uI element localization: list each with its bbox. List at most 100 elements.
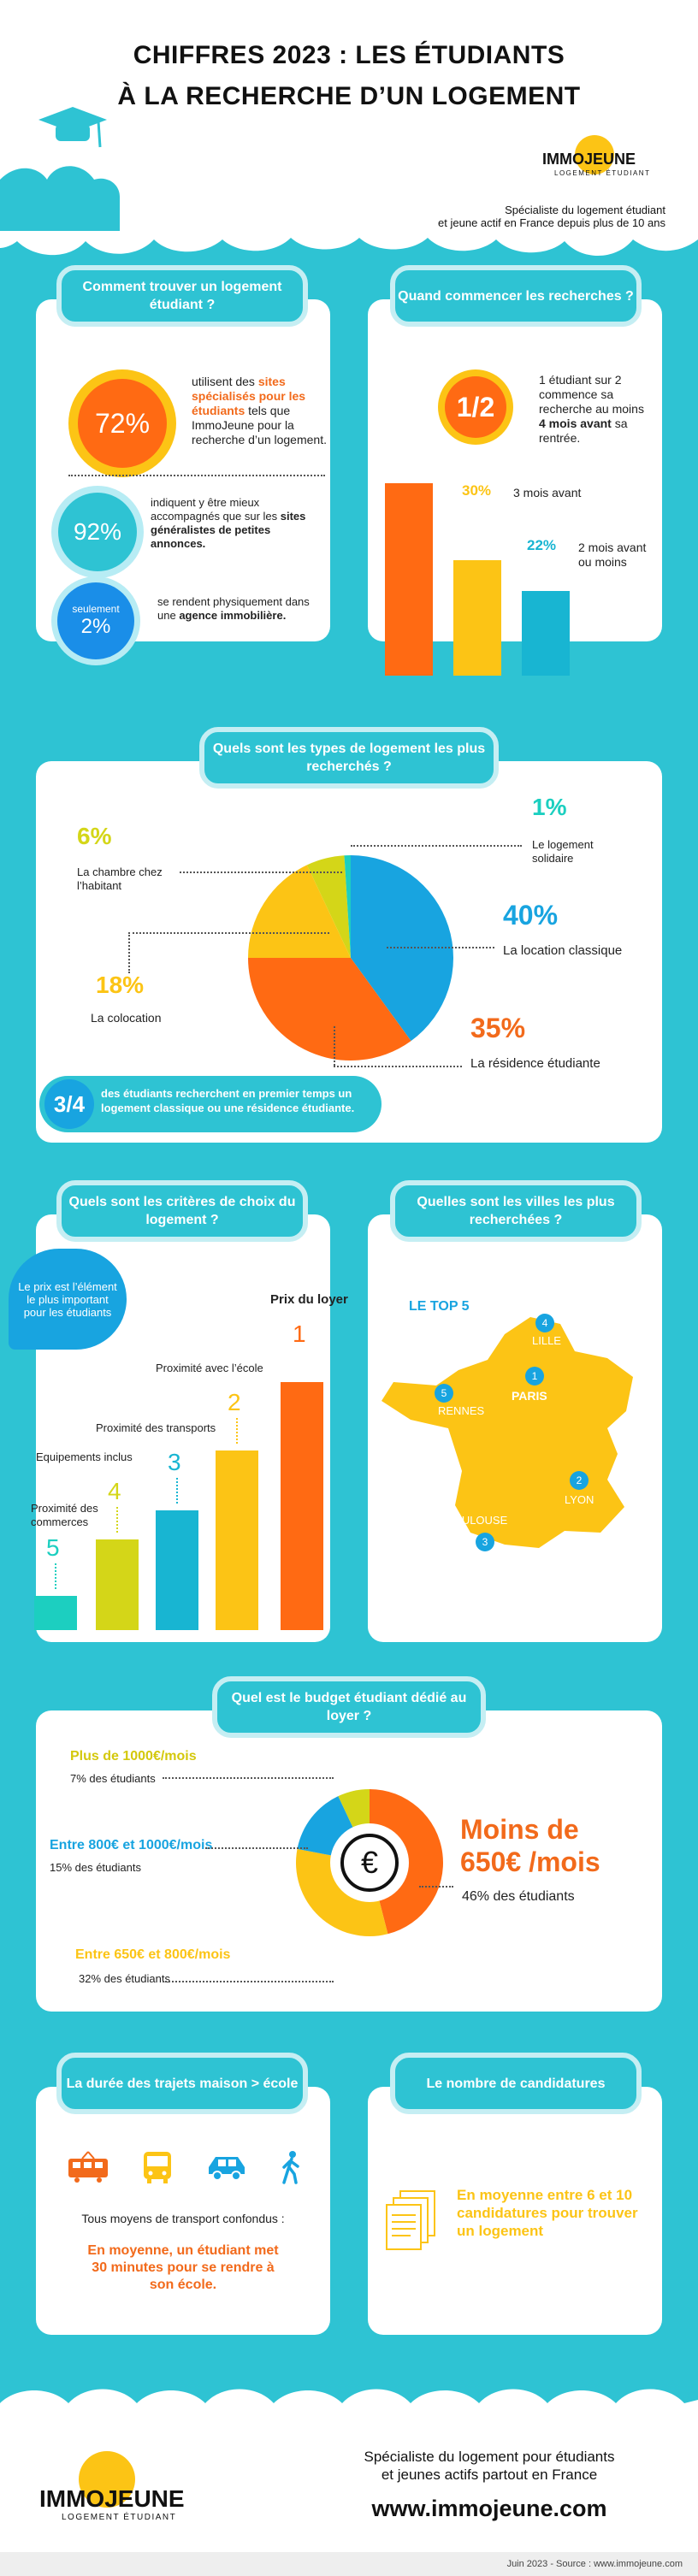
banner-value: 3/4 [44,1079,94,1129]
criteria-bar-5 [34,1596,77,1630]
footer: IMMOJEUNE LOGEMENT ÉTUDIANT Spécialiste … [0,2389,698,2576]
label-classique: La location classique [503,943,623,958]
label-residence: La résidence étudiante [470,1056,600,1071]
bar-3-months [453,560,501,676]
cloud-edge-footer [0,2389,698,2429]
leader-colocation [128,932,329,934]
euro-icon: € [340,1834,399,1892]
stat-text-92: indiquent y être mieux accompagnés que s… [151,496,306,550]
leader-residence [334,1066,462,1067]
title-line-2: À LA RECHERCHE D’UN LOGEMENT [117,82,581,110]
criteria-bar-4 [96,1539,139,1630]
criteria-arrow-4 [116,1507,118,1533]
leader-classique [387,947,494,948]
slice-chambre [306,855,351,958]
criteria-bar-2 [216,1450,258,1630]
budget-3-range: Entre 650€ et 800€/mois [75,1947,231,1962]
title-line-1: CHIFFRES 2023 : LES ÉTUDIANTS [133,41,565,69]
footer-url[interactable]: www.immojeune.com [371,2496,607,2521]
label-chambre: La chambre chez l’habitant [77,866,163,892]
criteria-rank-1: 1 [293,1320,306,1347]
city-toulouse: TOULOUSE [447,1514,508,1527]
half-text: 1 étudiant sur 2 commence sa recherche a… [539,373,644,445]
city-marker-3: 3 [476,1533,494,1551]
budget-4-range: Moins de 650€ /mois [460,1814,600,1877]
criteria-bar-3 [156,1510,198,1630]
criteria-arrow-3 [176,1478,178,1504]
criteria-label-5: Proximité des commerces [31,1502,98,1528]
hero-header: CHIFFRES 2023 : LES ÉTUDIANTS À LA RECHE… [0,0,698,282]
apps-result: En moyenne entre 6 et 10 candidatures po… [457,2187,638,2239]
brand-logo: IMMOJEUNE LOGEMENT ÉTUDIANT [542,135,671,186]
banner-3-4: 3/4 des étudiants recherchent en premier… [39,1076,382,1132]
stat-circle-92: 92% [51,486,144,578]
budget-2-range: Entre 800€ et 1000€/mois [50,1838,213,1852]
leader-residence-v [334,1026,335,1066]
criteria-arrow-2 [236,1418,238,1444]
label-colocation: La colocation [91,1011,162,1025]
pct-colocation: 18% [96,972,145,998]
footer-tagline: Spécialiste du logement pour étudiants e… [364,2449,615,2483]
label-3-months: 3 mois avant [513,486,582,499]
city-rennes: RENNES [438,1404,485,1417]
card-title-commute: La durée des trajets maison > école [56,2053,308,2114]
criteria-bar-1 [281,1382,323,1630]
pct-chambre: 6% [77,823,112,849]
car-icon [209,2157,245,2181]
pie-housing-types [248,855,454,1061]
criteria-rank-3: 3 [168,1449,181,1475]
card-title-criteria: Quels sont les critères de choix du loge… [56,1180,308,1242]
budget-2-pct: 15% des étudiants [50,1861,141,1874]
criteria-arrow-5 [55,1563,56,1589]
label-22: 22% [527,537,557,553]
leader-colocation-v [128,932,130,973]
city-lyon: LYON [565,1493,594,1506]
leader-chambre [180,871,342,873]
card-title-cities: Quelles sont les villes les plus recherc… [390,1180,642,1242]
pct-residence: 35% [470,1013,526,1043]
budget-4-pct: 46% des étudiants [462,1889,575,1904]
stat-circle-72: 72% [68,369,176,477]
budget-1-pct: 7% des étudiants [70,1772,156,1785]
label-2-months: 2 mois avant ou moins [578,541,647,569]
criteria-label-4: Equipements inclus [36,1450,133,1463]
label-solidaire: Le logement solidaire [532,838,594,865]
criteria-rank-5: 5 [46,1534,60,1561]
city-marker-2: 2 [570,1471,589,1490]
leader-solidaire [351,845,522,847]
slice-colocation [248,865,351,958]
criteria-rank-2: 2 [228,1389,241,1415]
bubble-price: Le prix est l’élément le plus important … [9,1249,127,1350]
bus-icon [144,2152,171,2183]
documents-icon [386,2190,435,2250]
card-title-find: Comment trouver un logement étudiant ? [56,265,308,327]
card-title-types: Quels sont les types de logement les plu… [199,727,499,789]
city-lille: LILLE [532,1334,561,1347]
leader-budget-3 [163,1981,334,1982]
budget-3-pct: 32% des étudiants [79,1972,170,1985]
city-marker-1: 1 [525,1367,544,1385]
leader-budget-1 [163,1777,334,1779]
pct-solidaire: 1% [532,794,567,820]
card-title-when: Quand commencer les recherches ? [390,265,642,327]
france-map [382,1317,633,1548]
commute-result: En moyenne, un étudiant met 30 minutes p… [87,2243,279,2292]
bar-4-months [385,483,433,676]
tram-icon [68,2151,108,2183]
footer-source: Juin 2023 - Source : www.immojeune.com [0,2552,698,2576]
criteria-label-2: Proximité avec l’école [156,1362,263,1374]
walking-icon [282,2151,299,2184]
stat-text-2: se rendent physiquement dans une agence … [157,595,310,622]
bar-2-months [522,591,570,676]
pct-classique: 40% [503,900,559,931]
criteria-rank-4: 4 [108,1478,121,1504]
leader-budget-4 [419,1886,453,1888]
card-title-budget: Quel est le budget étudiant dédié au loy… [212,1676,486,1738]
label-30: 30% [462,482,492,499]
divider [68,475,325,476]
budget-1-range: Plus de 1000€/mois [70,1749,197,1764]
stat-text-72: utilisent des sites spécialisés pour les… [192,375,327,446]
leader-budget-2 [205,1847,308,1849]
stat-circle-2: seulement 2% [51,576,140,665]
